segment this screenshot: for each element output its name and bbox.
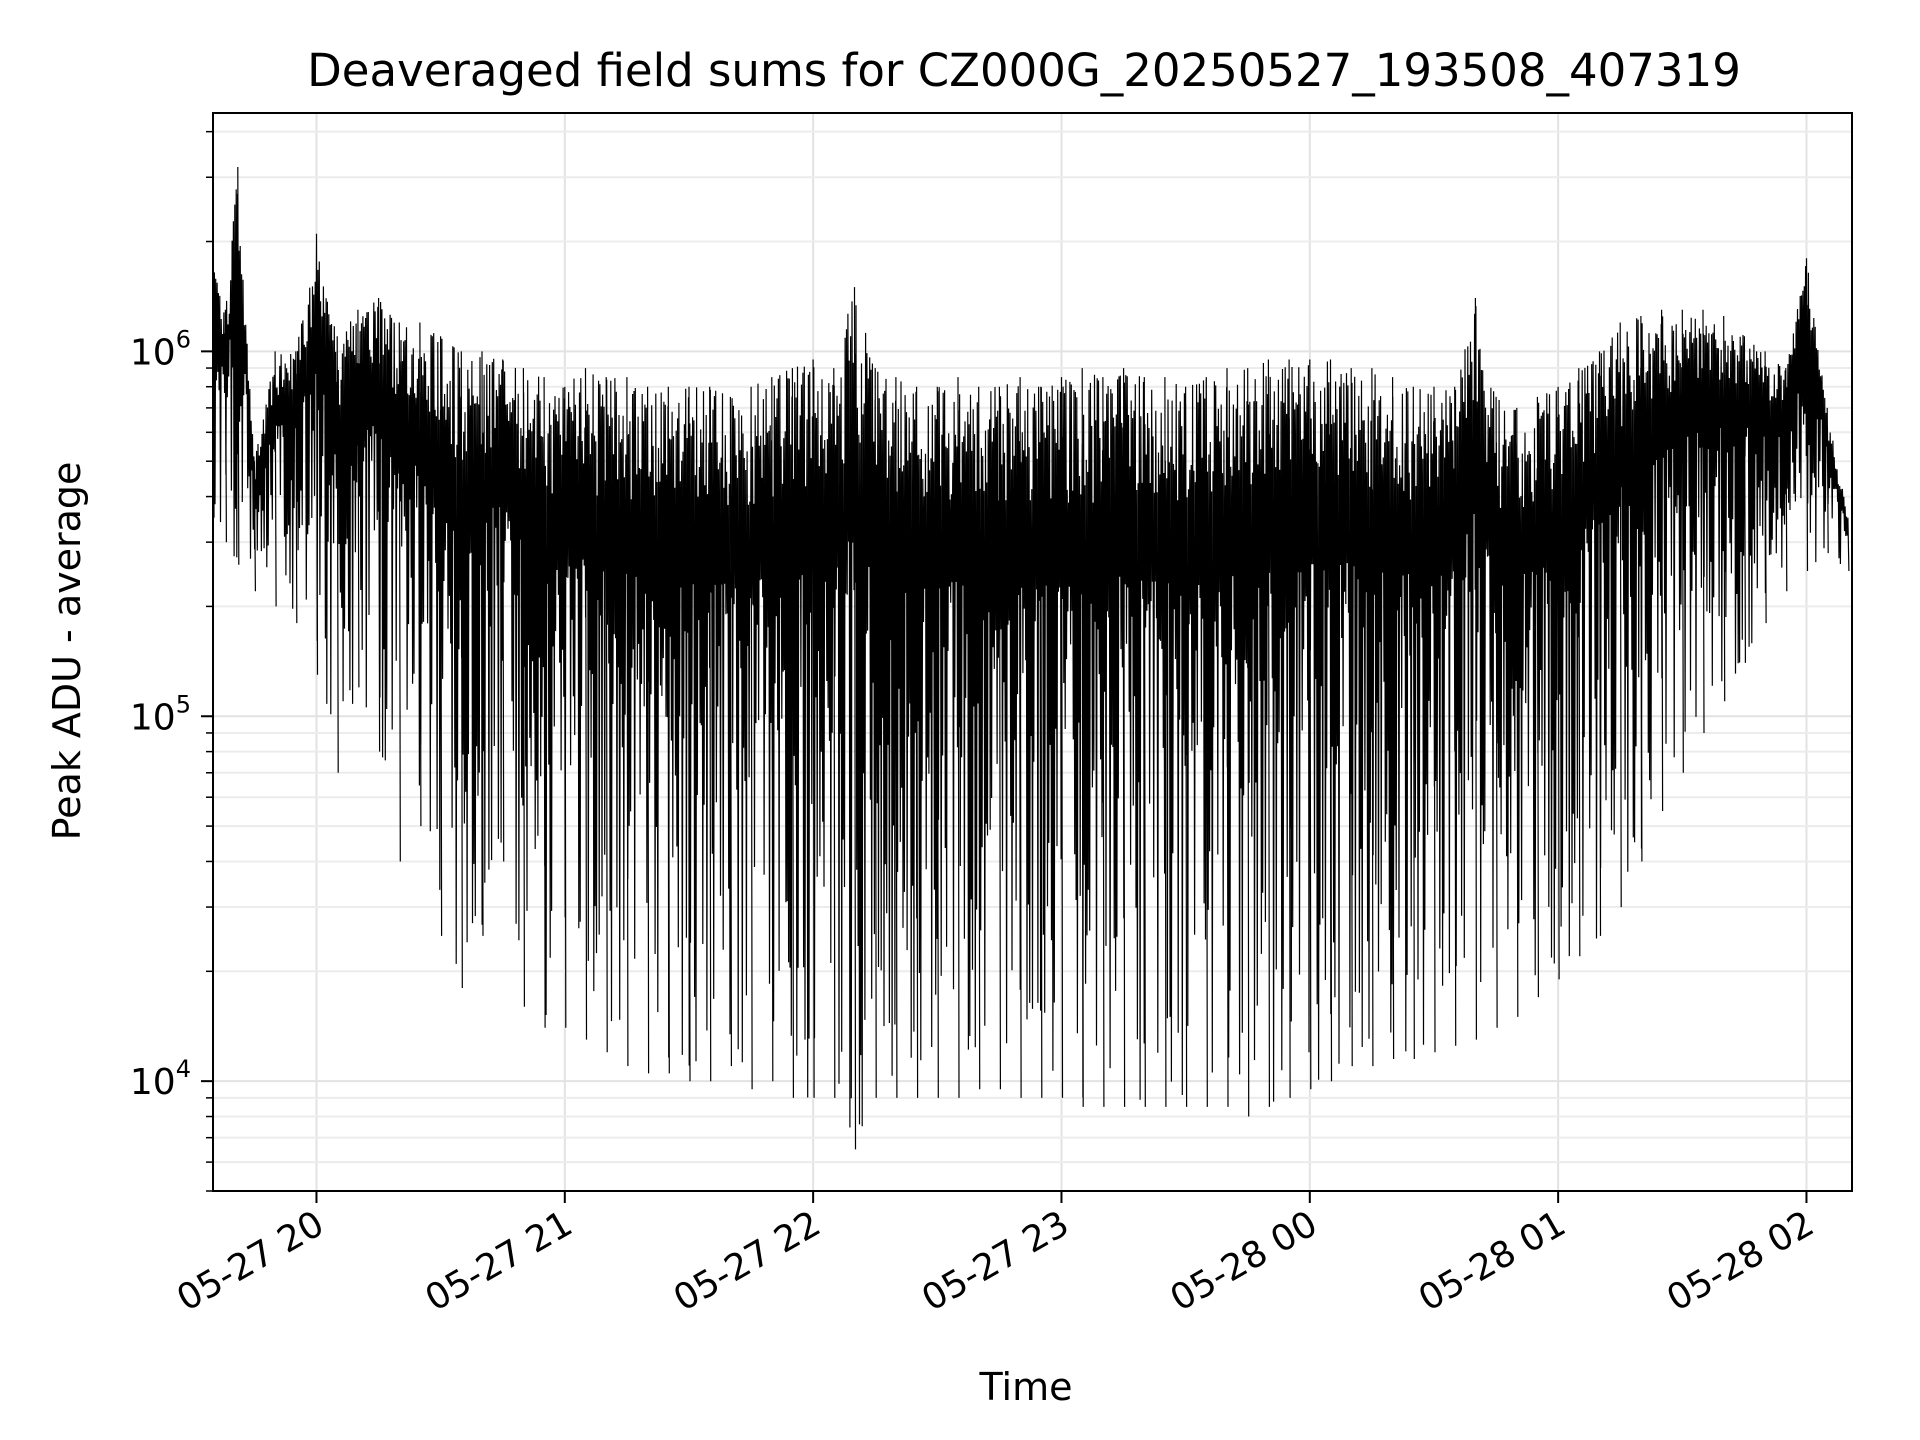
series-line	[212, 166, 1850, 1150]
y-tick-label: 106	[130, 325, 191, 373]
y-axis-label: Peak ADU - average	[45, 462, 89, 841]
x-axis-label: Time	[979, 1365, 1073, 1409]
y-tick-label: 104	[130, 1055, 191, 1103]
series-layer	[212, 166, 1850, 1150]
y-tick-label: 105	[130, 690, 191, 738]
plot-frame	[212, 112, 1853, 1192]
chart-title: Deaveraged field sums for CZ000G_2025052…	[307, 44, 1741, 97]
